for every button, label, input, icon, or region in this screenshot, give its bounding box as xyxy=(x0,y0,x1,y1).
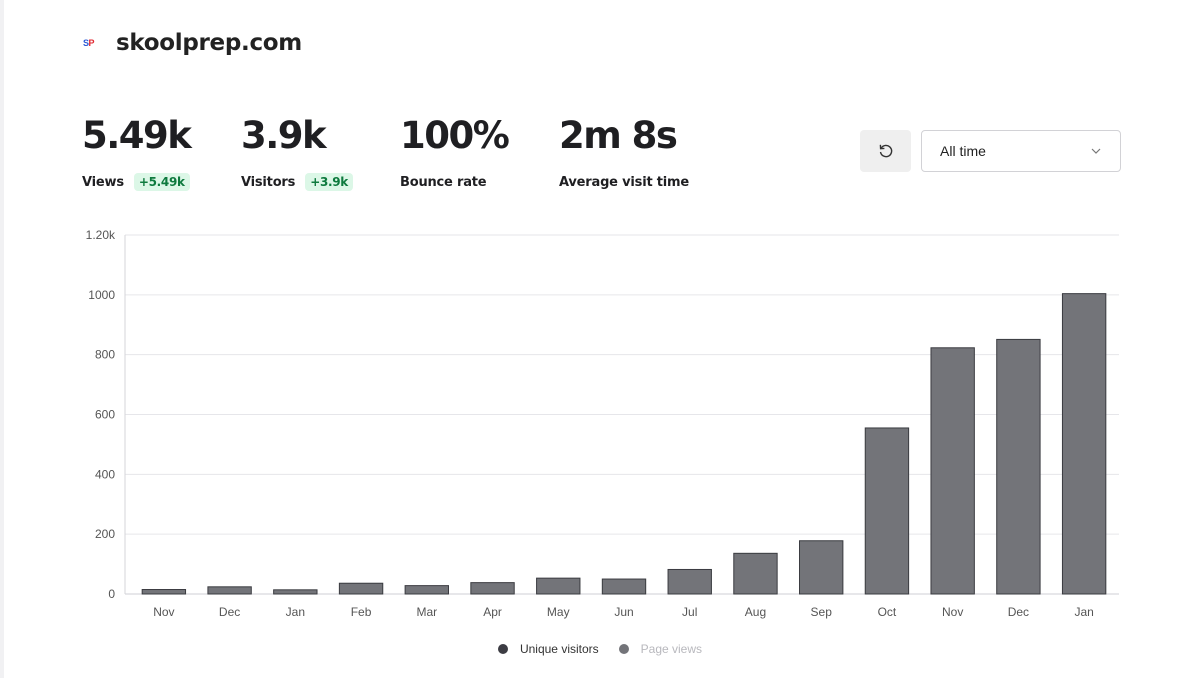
site-header: SP skoolprep.com xyxy=(83,30,302,56)
metric-bounce-rate[interactable]: 100% Bounce rate xyxy=(400,114,510,192)
metric-label: Views xyxy=(82,174,124,190)
legend-label: Unique visitors xyxy=(519,642,599,656)
chevron-down-icon xyxy=(1091,148,1101,154)
site-logo: SP xyxy=(83,38,95,48)
bar[interactable] xyxy=(930,347,975,595)
metric-label: Average visit time xyxy=(559,174,690,190)
metric-value: 2m 8s xyxy=(559,114,678,157)
metric-value: 3.9k xyxy=(241,114,327,157)
bar[interactable] xyxy=(141,589,187,595)
y-tick-label: 400 xyxy=(95,467,115,481)
bar[interactable] xyxy=(1061,293,1107,595)
metric-label: Visitors xyxy=(241,174,296,190)
metric-views[interactable]: 5.49k Views +5.49k xyxy=(82,114,192,192)
x-tick-label: Aug xyxy=(745,605,766,619)
x-tick-label: Oct xyxy=(878,605,897,619)
change-badge: +5.49k xyxy=(133,173,190,191)
x-tick-label: Jan xyxy=(1074,605,1093,619)
metric-visitors[interactable]: 3.9k Visitors +3.9k xyxy=(241,114,353,192)
y-tick-label: 200 xyxy=(95,527,115,541)
x-tick-label: Sep xyxy=(811,605,833,619)
bar[interactable] xyxy=(404,585,449,595)
legend-label: Page views xyxy=(640,642,703,656)
date-range-value: All time xyxy=(940,143,986,159)
bar[interactable] xyxy=(338,582,384,595)
refresh-icon xyxy=(879,144,892,158)
y-tick-label: 1000 xyxy=(88,288,115,302)
y-tick-label: 600 xyxy=(95,408,115,422)
window-edge xyxy=(0,0,4,678)
x-tick-label: Mar xyxy=(416,605,437,619)
x-tick-label: Nov xyxy=(942,605,963,619)
change-badge: +3.9k xyxy=(305,173,353,191)
page-views-bar-chart: 0 200 400 600 800 1000 1.20k Nov Dec Jan Feb Mar Apr… xyxy=(86,228,1119,619)
x-tick-label: Jun xyxy=(614,605,633,619)
x-tick-label: Apr xyxy=(483,605,502,619)
legend-dot xyxy=(618,644,629,654)
bar[interactable] xyxy=(864,427,910,595)
x-tick-label: Jan xyxy=(286,605,305,619)
bar[interactable] xyxy=(996,338,1041,595)
metric-average-visit-time[interactable]: 2m 8s Average visit time xyxy=(559,114,689,192)
x-tick-label: Jul xyxy=(682,605,697,619)
bar[interactable] xyxy=(733,552,778,595)
bar[interactable] xyxy=(799,540,844,595)
bar[interactable] xyxy=(601,578,647,595)
metric-value: 5.49k xyxy=(82,114,192,157)
legend-dot xyxy=(497,644,508,654)
bar[interactable] xyxy=(273,589,318,595)
refresh-button[interactable] xyxy=(860,130,911,172)
bar[interactable] xyxy=(207,586,252,595)
legend-item-page-views[interactable]: Page views xyxy=(618,642,703,656)
date-range-select[interactable]: All time xyxy=(921,130,1121,172)
y-tick-label: 1.20k xyxy=(86,228,116,242)
x-tick-label: Dec xyxy=(219,605,240,619)
x-tick-label: Nov xyxy=(153,605,174,619)
site-name[interactable]: skoolprep.com xyxy=(116,30,302,56)
y-tick-label: 0 xyxy=(108,587,115,601)
legend-item-unique-visitors[interactable]: Unique visitors xyxy=(497,642,599,656)
x-tick-label: Feb xyxy=(351,605,372,619)
x-tick-label: May xyxy=(547,605,570,619)
metric-value: 100% xyxy=(400,114,510,157)
bar[interactable] xyxy=(667,568,712,595)
bar[interactable] xyxy=(536,577,581,595)
chart-legend: Unique visitors Page views xyxy=(0,642,1200,656)
x-tick-label: Dec xyxy=(1008,605,1029,619)
metric-label: Bounce rate xyxy=(400,174,487,190)
y-tick-label: 800 xyxy=(95,348,115,362)
bar[interactable] xyxy=(470,582,515,595)
